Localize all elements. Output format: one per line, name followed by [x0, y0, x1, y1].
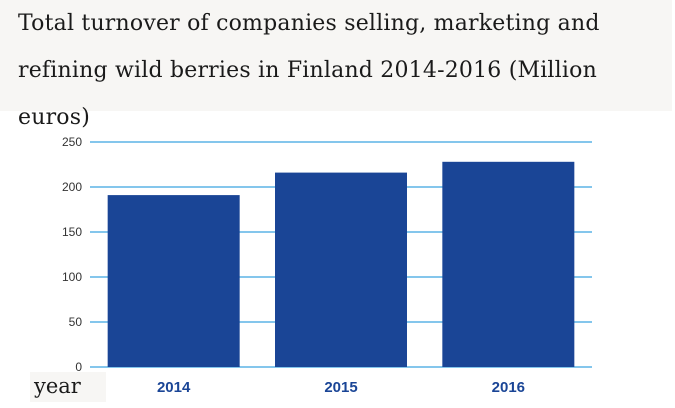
x-tick-label: 2015 — [324, 379, 357, 396]
x-tick-label: 2014 — [157, 379, 191, 396]
bar-2016 — [442, 161, 575, 367]
bar-2014 — [107, 195, 240, 367]
x-tick-label: 2016 — [492, 379, 525, 396]
x-axis-label: year — [34, 374, 81, 398]
y-tick-label: 150 — [62, 225, 82, 239]
bar-2015 — [275, 172, 407, 367]
y-tick-label: 200 — [62, 180, 82, 194]
title-background — [0, 0, 672, 111]
chart-title: Total turnover of companies selling, mar… — [18, 11, 600, 130]
y-tick-label: 250 — [62, 135, 82, 149]
y-tick-label: 0 — [75, 360, 82, 374]
y-tick-label: 50 — [69, 315, 83, 329]
y-tick-label: 100 — [62, 270, 82, 284]
x-axis-label-background — [30, 372, 106, 402]
